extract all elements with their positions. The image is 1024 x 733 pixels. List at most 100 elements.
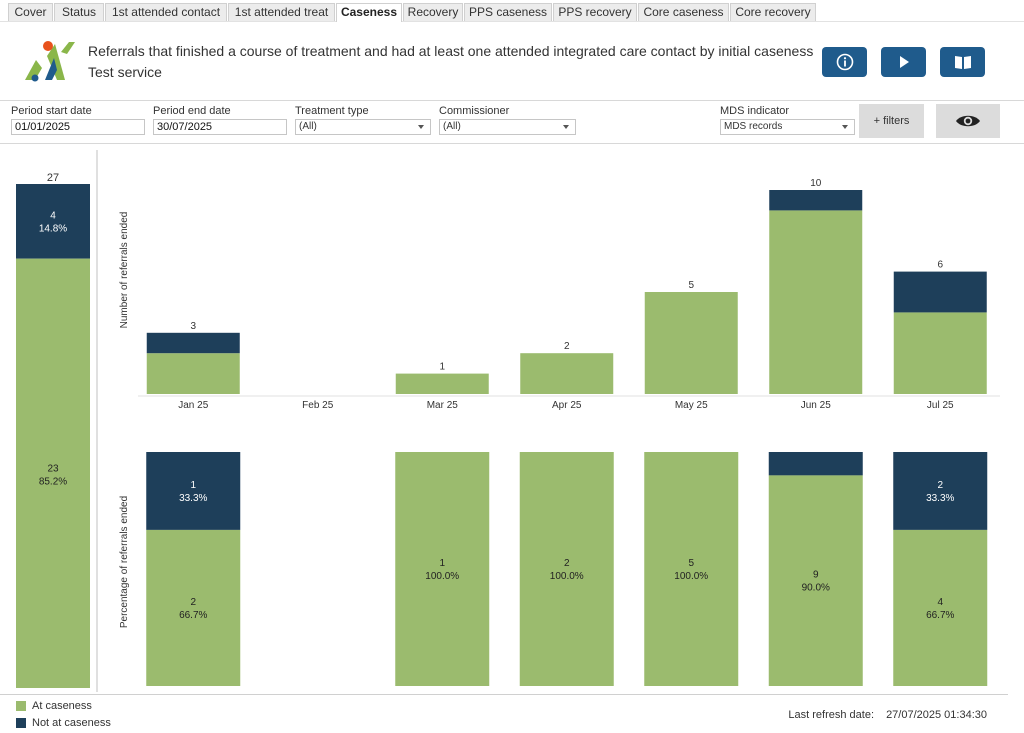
treatment-type-select[interactable]: (All): [295, 119, 431, 135]
total-bar-not-count: 4: [50, 210, 56, 221]
divider: [0, 694, 1008, 695]
info-button[interactable]: [822, 47, 867, 77]
mds-indicator-value: MDS records: [724, 121, 783, 132]
commissioner-value: (All): [443, 121, 461, 132]
x-tick-label: Jul 25: [927, 400, 954, 411]
toggle-view-button[interactable]: [936, 104, 1000, 138]
commissioner-select[interactable]: (All): [439, 119, 576, 135]
period-start-label: Period start date: [11, 105, 92, 117]
total-bar-not-pct: 14.8%: [39, 223, 67, 234]
service-name: Test service: [88, 64, 162, 80]
count-bar-not-at-caseness: [146, 332, 240, 354]
percent-bar-at-caseness: [893, 529, 988, 686]
chevron-down-icon: [418, 125, 424, 129]
percent-bar-at-pct: 100.0%: [674, 571, 708, 582]
refresh-label: Last refresh date:: [788, 709, 874, 721]
commissioner-label: Commissioner: [439, 105, 510, 117]
play-button[interactable]: [881, 47, 926, 77]
tab-status[interactable]: Status: [54, 3, 104, 21]
total-bar-at-pct: 85.2%: [39, 476, 67, 487]
percent-bar-at-caseness: [395, 452, 490, 686]
legend-label: Not at caseness: [32, 717, 111, 729]
count-bar-at-caseness: [395, 373, 489, 394]
chevron-down-icon: [842, 125, 848, 129]
tab-core-recovery[interactable]: Core recovery: [730, 3, 816, 21]
count-bar-total-label: 2: [564, 341, 570, 352]
period-end-input[interactable]: 30/07/2025: [153, 119, 287, 135]
count-bar-at-caseness: [769, 210, 863, 394]
percent-bar-not-count: 2: [937, 480, 943, 491]
percent-bar-at-pct: 66.7%: [179, 610, 207, 621]
percent-bar-at-caseness: [519, 452, 614, 686]
total-bar-at-count: 23: [47, 463, 59, 474]
count-bar-at-caseness: [520, 353, 614, 394]
tab-pps-recovery[interactable]: PPS recovery: [553, 3, 637, 21]
tab-pps-caseness[interactable]: PPS caseness: [464, 3, 552, 21]
play-icon: [899, 56, 909, 68]
percent-bar-not-count: 1: [190, 480, 196, 491]
x-tick-label: Mar 25: [427, 400, 459, 411]
percent-bar-at-count: 2: [564, 558, 570, 569]
period-start-input[interactable]: 01/01/2025: [11, 119, 145, 135]
percent-bar-at-caseness: [146, 529, 241, 686]
mds-indicator-label: MDS indicator: [720, 105, 790, 117]
count-bar-total-label: 3: [190, 321, 196, 332]
x-tick-label: May 25: [675, 400, 708, 411]
percent-bar-at-count: 9: [813, 570, 819, 581]
percent-bar-not-at-caseness: [146, 452, 241, 530]
treatment-type-value: (All): [299, 121, 317, 132]
mds-indicator-select[interactable]: MDS records: [720, 119, 855, 135]
percent-bar-at-count: 2: [190, 597, 196, 608]
tab-cover[interactable]: Cover: [8, 3, 53, 21]
x-tick-label: Feb 25: [302, 400, 334, 411]
period-end-label: Period end date: [153, 105, 231, 117]
y-axis-label-count: Number of referrals ended: [119, 212, 130, 329]
count-bar-not-at-caseness: [893, 271, 987, 313]
count-bar-total-label: 1: [439, 362, 445, 373]
total-bar-at-caseness: [16, 258, 90, 688]
percent-bar-not-at-caseness: [768, 452, 863, 476]
x-tick-label: Apr 25: [552, 400, 582, 411]
refresh-value: 27/07/2025 01:34:30: [886, 709, 987, 721]
count-bar-total-label: 5: [688, 280, 694, 291]
count-bar-total-label: 6: [937, 260, 943, 271]
chevron-down-icon: [563, 125, 569, 129]
legend-swatch: [16, 718, 26, 728]
percent-bar-at-count: 1: [439, 558, 445, 569]
guide-button[interactable]: [940, 47, 985, 77]
divider: [0, 100, 1024, 101]
more-filters-button[interactable]: + filters: [859, 104, 924, 138]
legend-item-at-caseness: At caseness: [16, 700, 92, 712]
y-axis-label-percent: Percentage of referrals ended: [119, 496, 130, 628]
count-bar-total-label: 10: [810, 178, 822, 189]
percent-bar-not-pct: 33.3%: [926, 493, 954, 504]
logo: [21, 38, 75, 82]
divider: [0, 143, 1024, 144]
count-bar-at-caseness: [146, 353, 240, 394]
treatment-type-label: Treatment type: [295, 105, 369, 117]
tab-bar: Cover Status 1st attended contact 1st at…: [0, 0, 1024, 22]
tab-first-attended-treat[interactable]: 1st attended treat: [228, 3, 335, 21]
eye-icon: [956, 115, 980, 127]
tab-core-caseness[interactable]: Core caseness: [638, 3, 729, 21]
percent-bar-at-count: 5: [688, 558, 694, 569]
x-tick-label: Jan 25: [178, 400, 208, 411]
percent-bar-at-count: 4: [937, 597, 943, 608]
total-bar-not-at-caseness: [16, 184, 90, 259]
book-icon: [954, 56, 971, 69]
percent-bar-at-pct: 90.0%: [802, 583, 830, 594]
tab-caseness[interactable]: Caseness: [336, 3, 402, 22]
count-bar-at-caseness: [893, 312, 987, 394]
tab-first-attended-contact[interactable]: 1st attended contact: [105, 3, 227, 21]
last-refresh: Last refresh date: 27/07/2025 01:34:30: [788, 709, 987, 721]
x-tick-label: Jun 25: [801, 400, 831, 411]
info-icon: [836, 53, 853, 71]
count-bar-not-at-caseness: [769, 190, 863, 211]
count-bar-at-caseness: [644, 292, 738, 394]
page-title: Referrals that finished a course of trea…: [88, 43, 814, 59]
legend-label: At caseness: [32, 700, 92, 712]
tab-recovery[interactable]: Recovery: [403, 3, 463, 21]
percent-bar-not-pct: 33.3%: [179, 493, 207, 504]
legend-item-not-at-caseness: Not at caseness: [16, 717, 111, 729]
